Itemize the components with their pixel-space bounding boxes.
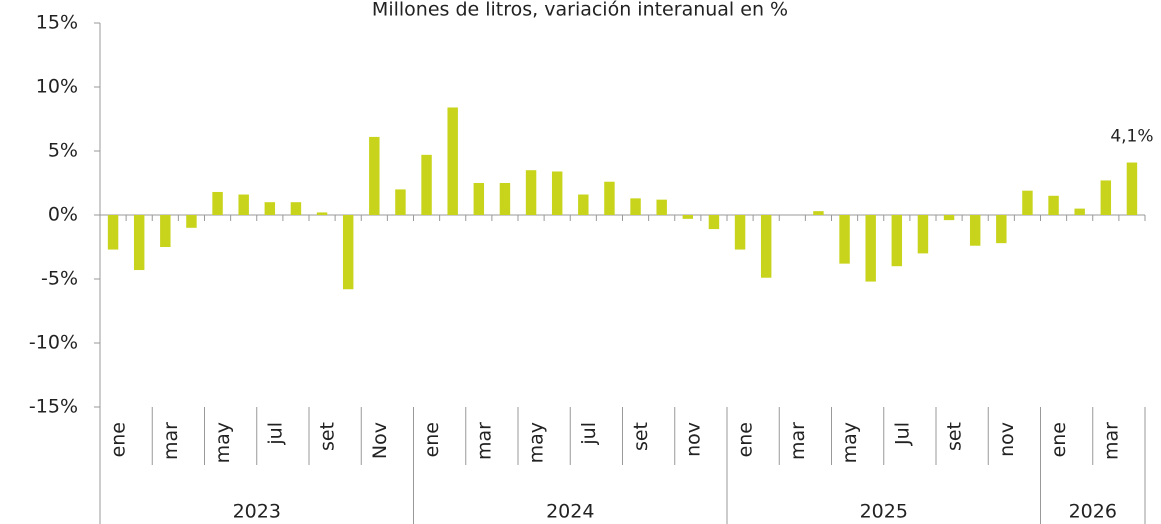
bar: [839, 215, 850, 264]
y-tick-label: 15%: [36, 12, 78, 34]
x-tick-label: may: [212, 422, 234, 463]
x-tick-label: ene: [735, 422, 757, 457]
bar: [604, 181, 615, 215]
bar: [525, 170, 537, 215]
bar: [1022, 190, 1033, 215]
x-tick-label: Jul: [891, 422, 913, 446]
x-tick-label: mar: [473, 422, 495, 460]
y-tick-label: 10%: [36, 76, 78, 98]
x-tick-label: ene: [108, 422, 130, 457]
bar: [813, 211, 824, 215]
x-tick-label: jul: [578, 422, 600, 446]
bar: [891, 215, 903, 267]
x-tick-label: nov: [682, 422, 704, 457]
bar: [421, 154, 432, 215]
bar: [186, 215, 197, 228]
group-label: 2024: [546, 501, 594, 523]
value-label: 4,1%: [1110, 127, 1153, 147]
chart-title: Millones de litros, variación interanual…: [372, 0, 788, 21]
bar: [473, 183, 485, 215]
y-tick-label: -10%: [29, 332, 78, 354]
bar: [316, 212, 328, 215]
bar: [395, 189, 406, 215]
bar: [630, 198, 641, 215]
x-tick-label: Nov: [369, 422, 391, 459]
x-tick-label: may: [839, 422, 861, 463]
group-label: 2025: [860, 501, 908, 523]
bar: [996, 215, 1007, 244]
bar: [107, 215, 119, 250]
bar: [760, 215, 772, 278]
x-tick-label: ene: [1048, 422, 1070, 457]
bar: [917, 215, 929, 254]
x-tick-label: may: [526, 422, 548, 463]
y-tick-label: -15%: [29, 396, 78, 418]
bar: [1048, 195, 1059, 215]
x-tick-label: set: [944, 422, 966, 451]
group-label: 2023: [233, 501, 281, 523]
x-tick-label: set: [317, 422, 339, 451]
bar: [734, 215, 746, 250]
x-tick-label: set: [630, 422, 652, 451]
bar: [290, 202, 302, 215]
x-tick-label: mar: [1100, 422, 1122, 460]
bar: [682, 215, 694, 219]
x-tick-label: nov: [996, 422, 1018, 457]
bar: [1100, 180, 1112, 215]
bar: [160, 215, 171, 247]
bar: [1126, 162, 1138, 215]
bar: [708, 215, 720, 230]
bar: [264, 202, 276, 215]
bar: [133, 215, 145, 271]
bar: [369, 136, 380, 215]
bar: [969, 215, 981, 246]
x-tick-label: ene: [421, 422, 443, 457]
bar: [865, 215, 876, 282]
bar: [578, 194, 589, 215]
y-tick-label: 5%: [48, 140, 78, 162]
bar: [238, 194, 249, 215]
bar: [342, 215, 354, 290]
bar: [943, 215, 955, 221]
y-tick-label: 0%: [48, 204, 78, 226]
bar: [656, 199, 667, 215]
bar: [447, 107, 458, 215]
x-tick-label: jul: [264, 422, 286, 446]
x-tick-label: mar: [160, 422, 182, 460]
y-tick-label: -5%: [41, 268, 78, 290]
bar: [551, 171, 563, 215]
group-label: 2026: [1069, 501, 1117, 523]
x-tick-label: mar: [787, 422, 809, 460]
bar: [499, 183, 511, 215]
bar: [1074, 208, 1085, 215]
bar: [212, 191, 223, 215]
